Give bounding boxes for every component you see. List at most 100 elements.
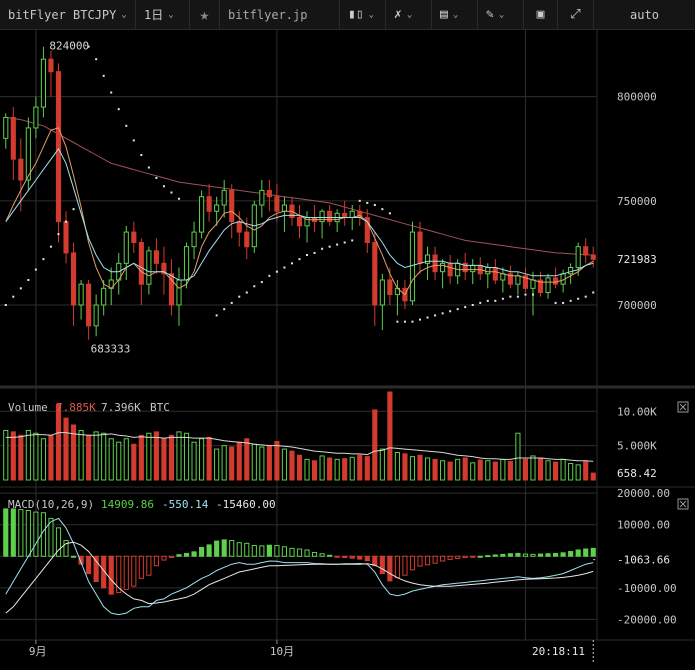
candle-body	[161, 262, 167, 275]
macd-histogram-bar	[507, 553, 513, 557]
parabolic-sar-dot	[140, 154, 143, 156]
parabolic-sar-dot	[65, 220, 68, 223]
macd-histogram-bar	[161, 555, 167, 561]
volume-bar	[590, 472, 596, 481]
scale-mode-button[interactable]: auto	[594, 0, 695, 29]
volume-bar	[168, 434, 175, 481]
volume-bar	[274, 441, 280, 481]
candle-body	[168, 273, 175, 306]
candle-body	[583, 246, 589, 256]
macd-histogram-bar	[394, 555, 400, 579]
parabolic-sar-dot	[403, 320, 406, 323]
macd-histogram-bar	[78, 555, 84, 565]
macd-histogram-bar	[93, 555, 99, 583]
fullscreen-button[interactable]: ⤢	[558, 0, 594, 29]
drawing-button[interactable]: ✎ ⌄	[478, 0, 524, 29]
macd-histogram-bar	[455, 555, 461, 559]
macd-histogram-bar	[131, 555, 137, 587]
macd-histogram-bar	[63, 539, 69, 557]
parabolic-sar-dot	[434, 314, 437, 317]
snapshot-icon: ▣	[536, 7, 545, 22]
macd-tick-label: -20000.00	[617, 613, 677, 626]
favorite-button[interactable]: ★	[190, 0, 220, 29]
interval-selector[interactable]: 1日 ⌄	[136, 0, 190, 29]
macd-histogram-bar	[590, 547, 596, 557]
macd-histogram-bar	[123, 555, 129, 590]
volume-bar	[214, 448, 220, 481]
candle-body	[3, 117, 9, 139]
macd-histogram-bar	[33, 511, 39, 557]
low-price-label: 683333	[91, 343, 131, 356]
parabolic-sar-dot	[230, 301, 233, 304]
candle-body	[485, 267, 491, 275]
macd-histogram-bar	[101, 555, 107, 589]
macd-histogram-bar	[447, 555, 453, 560]
indicators-button[interactable]: ✗ ⌄	[386, 0, 432, 29]
macd-histogram-bar	[138, 555, 144, 579]
price-tick-label: 800000	[617, 91, 657, 104]
parabolic-sar-dot	[494, 299, 497, 302]
volume-bar	[379, 448, 385, 481]
volume-bar	[221, 445, 227, 481]
moving-average-mid-line	[5, 147, 594, 281]
candle-body	[191, 231, 197, 248]
volume-bar	[402, 453, 408, 481]
volume-bar	[18, 434, 24, 481]
candle-body	[364, 217, 370, 243]
candle-body	[229, 189, 235, 223]
parabolic-sar-dot	[275, 270, 278, 273]
snapshot-button[interactable]: ▣	[524, 0, 558, 29]
candle-body	[176, 279, 182, 306]
parabolic-sar-dot	[260, 281, 263, 284]
symbol-selector[interactable]: bitFlyer BTCJPY ⌄	[0, 0, 136, 29]
chart-canvas[interactable]: 824000 683333 Volume 7.885K 7.396K BTC MACD(…	[0, 30, 695, 670]
volume-bar	[455, 458, 461, 481]
parabolic-sar-dot	[57, 233, 60, 236]
candle-body	[123, 231, 129, 264]
volume-bar	[349, 456, 355, 481]
macd-histogram-bar	[545, 553, 551, 557]
close-icon	[679, 403, 687, 411]
volume-bar	[296, 454, 303, 481]
macd-histogram-bar	[409, 555, 416, 571]
compare-icon: ▤	[440, 7, 448, 22]
volume-bar	[3, 430, 9, 481]
parabolic-sar-dot	[373, 204, 376, 206]
close-icon[interactable]	[677, 498, 689, 510]
bar-style-button[interactable]: ▮▯ ⌄	[340, 0, 386, 29]
volume-bar	[477, 459, 483, 481]
candle-body	[274, 196, 280, 212]
volume-bar	[522, 458, 529, 481]
candle-body	[138, 242, 144, 285]
volume-pane: Volume 7.885K 7.396K BTC	[3, 391, 597, 481]
close-icon[interactable]	[677, 401, 689, 413]
parabolic-sar-dot	[268, 274, 271, 277]
volume-bar	[319, 455, 325, 481]
parabolic-sar-dot	[464, 306, 467, 309]
signal-line	[5, 541, 594, 614]
candle-body	[296, 217, 303, 227]
candle-body	[553, 277, 559, 285]
site-link[interactable]: bitflyer.jp	[220, 0, 340, 29]
compare-button[interactable]: ▤ ⌄	[432, 0, 478, 29]
volume-bar	[485, 460, 491, 481]
parabolic-sar-dot	[501, 297, 504, 300]
chevron-down-icon: ⌄	[121, 9, 127, 20]
time-tick-label: 10月	[270, 645, 294, 658]
parabolic-sar-dot	[516, 295, 519, 298]
macd-histogram-bar	[477, 555, 483, 558]
volume-bar	[327, 457, 333, 481]
macd-histogram-bar	[168, 555, 175, 559]
parabolic-sar-dot	[238, 295, 241, 298]
volume-bar	[199, 438, 205, 481]
volume-bar	[229, 446, 235, 481]
candle-body	[214, 204, 220, 212]
volume-bar	[138, 434, 144, 481]
macd-histogram-bar	[251, 545, 257, 557]
macd-histogram-bar	[440, 555, 446, 562]
candle-body	[131, 231, 137, 243]
chevron-down-icon: ⌄	[498, 9, 505, 20]
candle-body	[515, 275, 521, 285]
parabolic-sar-dot	[4, 304, 7, 306]
candle-body	[18, 158, 24, 181]
